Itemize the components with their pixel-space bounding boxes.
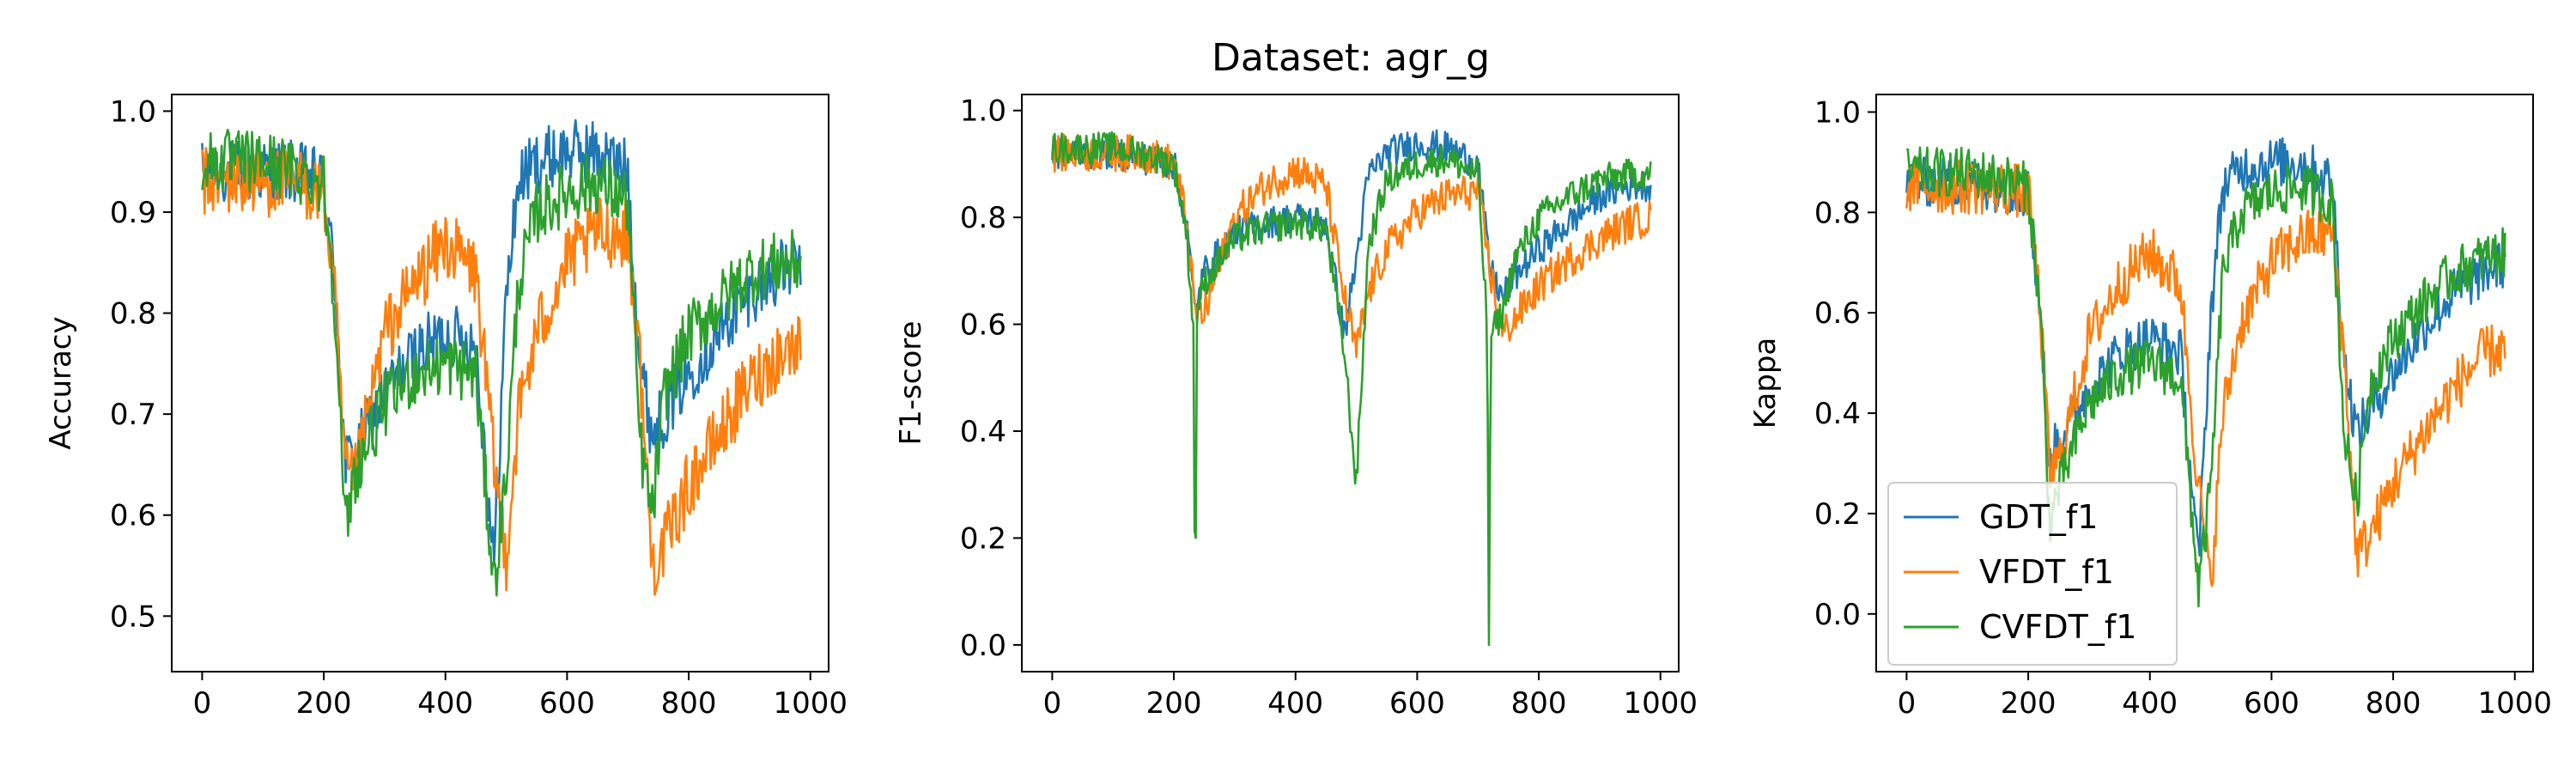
legend-box: [1887, 482, 2178, 666]
y-axis-label: Accuracy: [44, 316, 78, 449]
series-line-cvfdt-f1: [1051, 131, 1652, 647]
x-tick-label: 1000: [2477, 686, 2552, 721]
y-tick-label: 1.0: [960, 94, 1006, 129]
x-tick-label: 600: [539, 686, 595, 721]
figure-suptitle: Dataset: agr_g: [1212, 36, 1490, 80]
series-group: [201, 119, 802, 597]
panels: 0 200 400 600 800 1000 0.5 0.6 0.7 0.8 0.9 1.0 Accur…: [44, 94, 2552, 721]
x-tick-label: 1000: [773, 686, 848, 721]
x-tick-label: 800: [1511, 686, 1567, 721]
y-tick-label: 0.8: [1814, 196, 1861, 230]
axes-frame: [1875, 94, 2534, 673]
y-tick-label: 0.5: [110, 600, 156, 634]
x-tick-label: 400: [417, 686, 473, 721]
y-tick-label: 0.0: [960, 629, 1006, 663]
y-axis-label: Kappa: [1748, 338, 1783, 429]
x-tick-label: 200: [1146, 686, 1202, 721]
axes-frame: [171, 94, 829, 673]
y-tick-label: 0.0: [1814, 598, 1861, 632]
y-tick-label: 0.9: [110, 196, 156, 230]
series-line-gdt-f1: [201, 119, 802, 567]
series-group: [1905, 137, 2506, 608]
x-tick-label: 0: [1043, 686, 1062, 721]
x-tick-label: 400: [2122, 686, 2178, 721]
y-tick-label: 0.6: [1814, 296, 1861, 331]
axes-frame: [1021, 94, 1680, 673]
legend: GDT_f1 VFDT_f1 CVFDT_f1: [1887, 482, 2178, 666]
y-tick-label: 0.4: [960, 415, 1006, 449]
subplot-1: 0 200 400 600 800 1000 0.5 0.6 0.7 0.8 0.9 1.0 Accur…: [44, 94, 848, 721]
subplot-3: 0 200 400 600 800 1000 0.0 0.2 0.4 0.6 0.8 1.0 Kappa…: [1748, 94, 2552, 721]
subplot-2: 0 200 400 600 800 1000 0.0 0.2 0.4 0.6 0.8 1.0 F1-sc…: [894, 94, 1698, 721]
y-tick-label: 0.7: [110, 398, 156, 432]
y-tick-label: 0.6: [110, 499, 156, 533]
x-tick-label: 200: [2001, 686, 2057, 721]
y-tick-label: 1.0: [1814, 95, 1861, 130]
series-line-cvfdt-f1: [201, 128, 802, 597]
x-tick-label: 200: [296, 686, 352, 721]
legend-label: VFDT_f1: [1979, 553, 2114, 591]
y-tick-label: 0.2: [1814, 497, 1861, 532]
legend-label: GDT_f1: [1979, 498, 2098, 536]
x-tick-label: 600: [2244, 686, 2300, 721]
y-tick-label: 0.2: [960, 521, 1006, 556]
y-tick-label: 1.0: [110, 94, 156, 129]
series-group: [1051, 129, 1652, 647]
y-tick-label: 0.6: [960, 308, 1006, 343]
y-tick-label: 0.8: [110, 297, 156, 332]
series-line-cvfdt-f1: [1905, 146, 2506, 608]
x-tick-label: 0: [1898, 686, 1917, 721]
x-tick-label: 600: [1389, 686, 1445, 721]
y-tick-label: 0.4: [1814, 397, 1861, 431]
x-tick-label: 800: [2366, 686, 2421, 721]
x-tick-label: 1000: [1623, 686, 1698, 721]
x-tick-label: 0: [193, 686, 212, 721]
legend-label: CVFDT_f1: [1979, 608, 2136, 646]
x-tick-label: 800: [661, 686, 717, 721]
y-axis-label: F1-score: [894, 321, 928, 446]
y-tick-label: 0.8: [960, 201, 1006, 235]
x-tick-label: 400: [1267, 686, 1323, 721]
